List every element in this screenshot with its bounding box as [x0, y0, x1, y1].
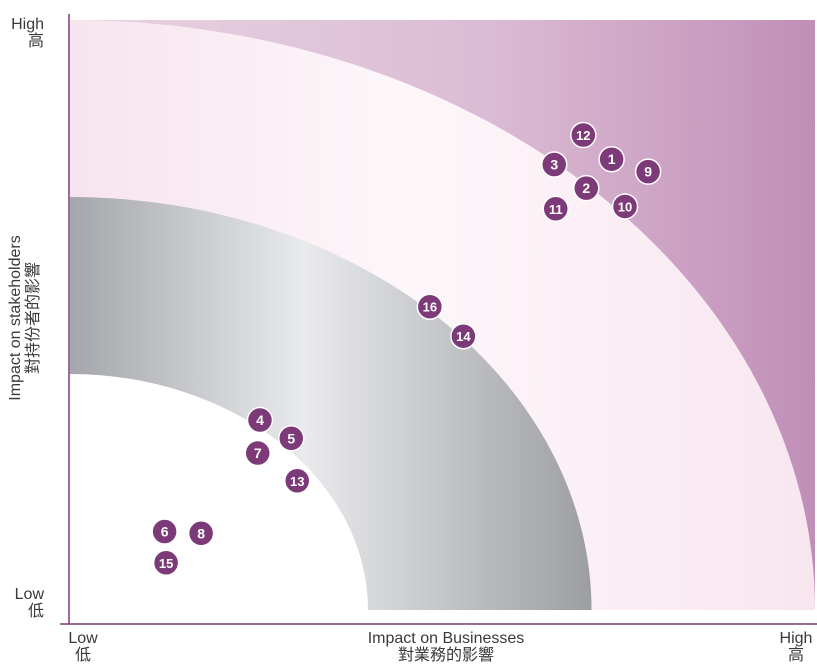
point-10: 10	[611, 193, 639, 220]
point-marker	[611, 193, 639, 220]
point-marker	[598, 145, 625, 173]
point-9: 9	[634, 158, 662, 185]
point-marker	[570, 121, 597, 149]
band-low	[70, 374, 368, 610]
point-marker	[278, 425, 305, 452]
point-1: 1	[598, 145, 625, 173]
point-label: 12	[576, 128, 590, 143]
point-15: 15	[152, 549, 180, 577]
point-label: 9	[644, 164, 652, 180]
point-marker	[450, 322, 477, 350]
point-marker	[244, 439, 271, 467]
point-label: 13	[290, 474, 304, 489]
y-axis-low-label: Low 低	[14, 586, 44, 620]
y-axis-title: Impact on stakeholders 對持份者的影響	[7, 235, 42, 401]
point-label: 6	[161, 524, 169, 540]
point-marker	[542, 195, 569, 223]
point-marker	[541, 151, 568, 178]
point-3: 3	[541, 151, 568, 178]
point-8: 8	[187, 520, 215, 547]
point-label: 1	[608, 151, 616, 167]
point-label: 8	[197, 525, 205, 541]
point-7: 7	[244, 439, 271, 467]
x-axis-low-label: Low 低	[68, 630, 98, 664]
point-14: 14	[450, 322, 477, 350]
x-axis-high-label: High 高	[779, 630, 813, 664]
point-marker	[634, 158, 662, 185]
point-label: 7	[254, 445, 262, 461]
point-2: 2	[573, 174, 600, 202]
point-16: 16	[416, 293, 444, 320]
point-13: 13	[283, 467, 311, 495]
point-marker	[246, 406, 274, 434]
point-11: 11	[542, 195, 569, 223]
point-label: 15	[159, 556, 173, 571]
point-12: 12	[570, 121, 597, 149]
y-axis-title-wrapper: Impact on stakeholders 對持份者的影響	[0, 0, 42, 668]
point-marker	[152, 549, 180, 577]
point-4: 4	[246, 406, 274, 434]
point-label: 5	[287, 430, 295, 446]
point-marker	[573, 174, 600, 202]
point-5: 5	[278, 425, 305, 452]
point-label: 10	[618, 199, 632, 214]
y-axis-high-label: High 高	[11, 16, 44, 50]
point-marker	[151, 518, 178, 545]
point-marker	[283, 467, 311, 495]
point-label: 16	[423, 300, 437, 315]
point-label: 11	[549, 202, 563, 217]
point-marker	[187, 520, 215, 547]
point-label: 2	[582, 180, 590, 196]
point-label: 14	[456, 329, 471, 344]
x-axis-title: Impact on Businesses 對業務的影響	[367, 630, 525, 664]
point-label: 3	[550, 157, 558, 173]
point-6: 6	[151, 518, 178, 545]
point-marker	[416, 293, 444, 320]
point-label: 4	[256, 412, 264, 428]
